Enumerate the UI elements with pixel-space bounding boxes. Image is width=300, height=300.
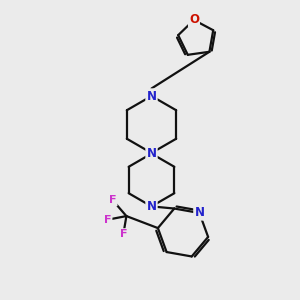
Text: O: O (189, 14, 199, 26)
Text: N: N (146, 89, 157, 103)
Text: F: F (109, 196, 117, 206)
Text: F: F (120, 229, 127, 239)
Text: N: N (146, 147, 157, 160)
Text: N: N (194, 206, 204, 220)
Text: N: N (146, 89, 157, 103)
Text: N: N (146, 147, 157, 160)
Text: N: N (146, 200, 157, 213)
Text: F: F (104, 215, 112, 225)
Text: O: O (189, 14, 199, 26)
Text: N: N (146, 200, 157, 213)
Text: N: N (194, 206, 204, 220)
